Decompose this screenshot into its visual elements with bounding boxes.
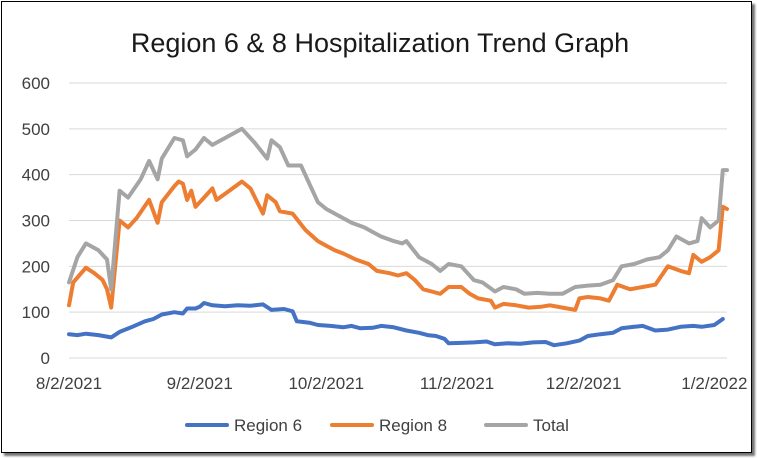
legend-label-total: Total (533, 416, 569, 435)
x-tick-label: 12/2/2021 (546, 374, 622, 393)
y-tick-label: 300 (22, 212, 50, 231)
y-tick-label: 100 (22, 303, 50, 322)
chart-frame: Region 6 & 8 Hospitalization Trend Graph… (1, 1, 752, 453)
legend-label-region-6: Region 6 (234, 416, 302, 435)
y-tick-label: 500 (22, 120, 50, 139)
x-axis-ticks: 8/2/2021 9/2/2021 10/2/2021 11/2/2021 12/2/2… (36, 374, 748, 393)
line-chart: Region 6 & 8 Hospitalization Trend Graph… (22, 28, 748, 435)
legend-label-region-8: Region 8 (379, 416, 447, 435)
series-line-region-6 (67, 301, 725, 348)
chart-title: Region 6 & 8 Hospitalization Trend Graph (131, 28, 629, 58)
x-tick-label: 1/2/2022 (681, 374, 747, 393)
x-tick-label: 9/2/2021 (167, 374, 233, 393)
series-line-total (67, 126, 729, 296)
series-lines (67, 126, 729, 348)
y-tick-label: 600 (22, 74, 50, 93)
y-axis-ticks: 0 100 200 300 400 500 600 (22, 74, 50, 368)
y-tick-label: 0 (41, 349, 50, 368)
x-tick-label: 10/2/2021 (288, 374, 364, 393)
series-line-region-8 (67, 179, 729, 312)
gridlines (69, 82, 727, 359)
legend: Region 6 Region 8 Total (185, 416, 569, 435)
y-tick-label: 400 (22, 166, 50, 185)
x-tick-label: 8/2/2021 (36, 374, 102, 393)
y-tick-label: 200 (22, 257, 50, 276)
x-tick-label: 11/2/2021 (420, 374, 494, 393)
